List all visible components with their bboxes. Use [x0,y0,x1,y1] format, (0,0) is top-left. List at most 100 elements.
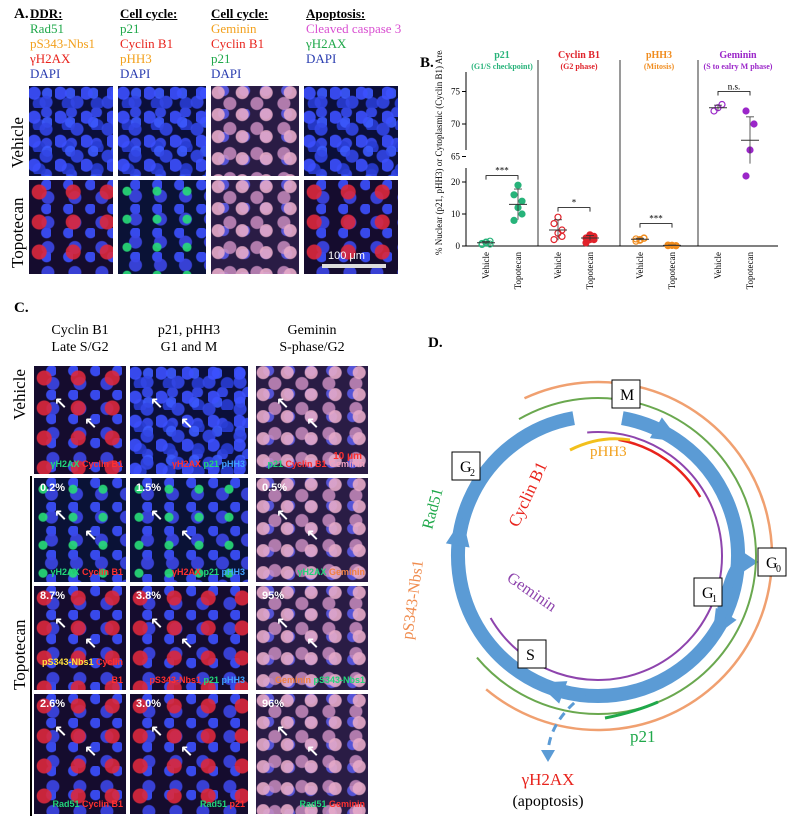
panel-c-stain-label: Rad51 [52,799,82,809]
panel-d-phase-g0-label: G [766,555,778,572]
panel-c-topo-img-2-2: 96% Rad51 Geminin ↖ ↖ [256,694,368,814]
panel-a-header-marker: γH2AX [306,36,347,51]
panel-c-topo-img-1-1: 3.8% pS343-Nbs1 p21 pHH3 ↖ ↖ [130,586,248,690]
panel-c-arrow-icon: ↖ [180,634,194,653]
panel-b-xtick-label: Vehicle [713,252,723,279]
panel-c-arrow-icon: ↖ [276,614,290,633]
panel-c-stain-label: p21 [203,567,222,577]
panel-d-phase-g1-label: G [702,585,714,602]
panel-d-phase-g2-label: G [460,459,472,476]
panel-d-phase-g0-box [757,547,787,577]
panel-d-p21-arc [604,700,659,720]
panel-c-stain-label: Cyclin B1 [81,567,123,577]
panel-c-vehicle-img-1: γH2AX p21 pHH3 ↖ ↖ [130,366,248,474]
panel-b-ylabel: % Nuclear (p21, pHH3) or Cytoplasmic (Cy… [434,50,444,255]
panel-d-g0-arrowhead [740,550,758,574]
panel-b-group-subtitle: (G2 phase) [560,62,597,71]
panel-c-arrow-icon: ↖ [150,614,164,633]
panel-a-row-topotecan: Topotecan [8,197,27,268]
panel-a-header-marker: Cyclin B1 [211,36,265,51]
panel-d-phase-m-label: M [620,387,634,404]
panel-b-sig-label: n.s. [728,82,741,92]
panel-c-stain-label: Cyclin B1 [95,657,123,685]
panel-b-point [550,236,558,244]
panel-c-stain-label: p21 [203,459,222,469]
panel-c-arrow-icon: ↖ [276,722,290,741]
panel-c-col-header-l2: S-phase/G2 [279,340,345,355]
panel-c-percentage: 96% [262,698,285,710]
panel-a-header-marker: Cyclin B1 [120,36,174,51]
panel-d-cycle-arrowhead [649,417,681,442]
panel-c-stain-label: γH2AX [171,459,204,469]
panel-a-header-title: DDR: [30,6,63,21]
panel-b-group-title: Cyclin B1 [558,50,600,61]
panel-a-label: A. [14,6,29,22]
panel-b-point [742,107,750,115]
panel-c-arrow-icon: ↖ [84,526,98,545]
panel-b-ytick-label: 75 [451,87,461,97]
panel-c-stain-labels: γH2AX Geminin [259,562,365,580]
panel-d-geminin-arc [489,431,723,681]
panel-c-stain-labels: γH2AX Cyclin B1 [37,562,123,580]
panel-d-phase-g1-sub: 1 [712,594,717,605]
panel-c-arrow-icon: ↖ [54,614,68,633]
panel-b-sig-label: *** [495,166,509,176]
panel-c-arrow-icon: ↖ [54,394,68,413]
panel-b-point [558,232,566,240]
panel-c-bracket [30,476,32,816]
panel-a-header-marker: Geminin [211,21,257,36]
panel-a-img-topo-cc1 [118,180,206,274]
panel-c-topo-img-0-2: 0.5% γH2AX Geminin ↖ ↖ [256,478,368,582]
panel-a-header-marker: γH2AX [30,51,71,66]
panel-b-sig-bracket [557,207,591,212]
panel-a-header-marker: DAPI [120,66,151,81]
panel-b-sig-bracket [717,91,751,96]
panel-a-header-marker: DAPI [211,66,242,81]
panel-a-row-vehicle: Vehicle [8,117,27,168]
panel-c-percentage: 3.0% [136,698,162,710]
panel-c-arrow-icon: ↖ [306,414,320,433]
panel-a-img-vehicle-cc2 [211,86,299,176]
panel-b-point [742,172,750,180]
panel-b-point [710,107,718,115]
panel-a-img-vehicle-ddr [29,86,113,176]
panel-a-header-0: DDR: Rad51 pS343-Nbs1 γH2AX DAPI [30,6,95,81]
panel-d-cyclin-arc [618,438,702,498]
panel-b-point [486,240,494,248]
panel-b-ytick-label: 0 [456,241,461,251]
panel-c-arrow-icon: ↖ [306,634,320,653]
panel-a-header-marker: DAPI [306,51,337,66]
panel-b-point [550,220,558,228]
panel-d-apoptosis-text: (apoptosis) [512,793,583,810]
panel-d-label: D. [428,335,443,351]
panel-b-sig-bracket [639,223,673,228]
panel-c-stain-label: pS343-Nbs1 [313,675,365,685]
panel-c-stain-labels: pS343-Nbs1 Cyclin B1 [37,652,123,688]
panel-a-header-3: Apoptosis: Cleaved caspase 3 γH2AX DAPI [306,6,401,66]
panel-c-scalebar-label: 10 μm [333,451,362,462]
panel-c-stain-label: Geminin [328,459,365,469]
panel-c-stain-label: p21 [267,459,286,469]
panel-b-point [554,213,562,221]
panel-a-header-marker: pS343-Nbs1 [30,36,96,51]
panel-b-group-title: Geminin [719,50,757,61]
panel-c-stain-labels: p21 Cyclin B1 Geminin [259,454,365,472]
panel-b-ytick-label: 70 [451,119,461,129]
panel-a-header-marker: pHH3 [120,51,152,66]
panel-c-percentage: 0.2% [40,482,66,494]
panel-a-header-marker: p21 [211,51,231,66]
panel-b-point [478,239,486,248]
panel-a-header-marker: p21 [120,21,140,36]
panel-c-arrow-icon: ↖ [306,526,320,545]
panel-d-phh3-arc [569,437,631,452]
panel-c-col-header-l2: Late S/G2 [51,340,109,355]
panel-b-xtick-label: Topotecan [667,252,677,290]
panel-b-xtick-label: Vehicle [635,252,645,279]
panel-b-group-title: p21 [494,50,510,61]
panel-b-point [514,181,522,189]
panel-c-col-header-0: Cyclin B1 Late S/G2 [34,322,126,356]
panel-c-percentage: 0.5% [262,482,288,494]
panel-c-stain-label: Rad51 [299,799,329,809]
panel-b-group-title: pHH3 [646,50,672,61]
panel-c-topo-img-1-2: 95% Geminin pS343-Nbs1 ↖ ↖ [256,586,368,690]
